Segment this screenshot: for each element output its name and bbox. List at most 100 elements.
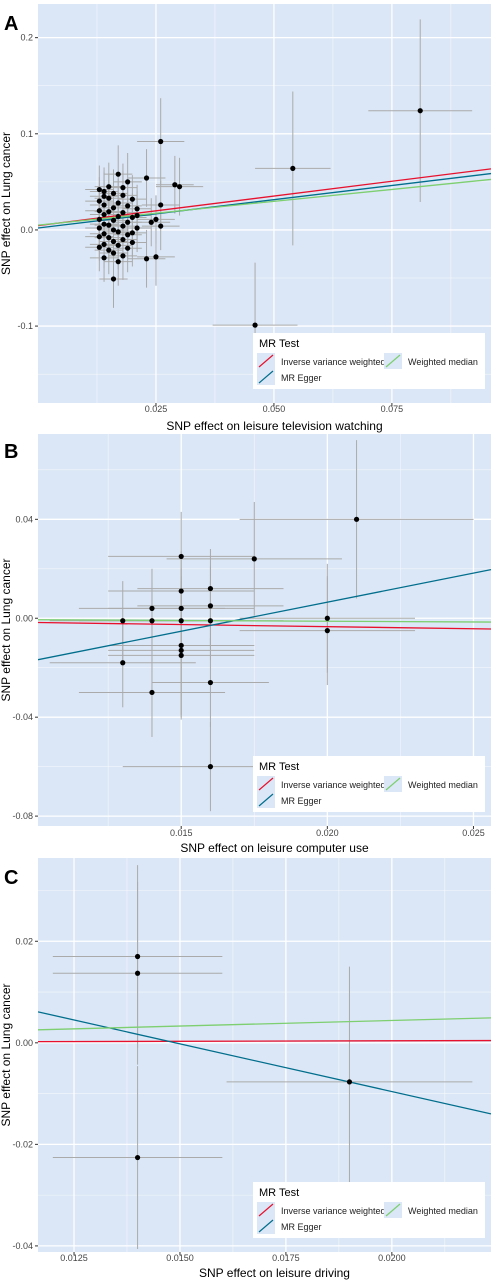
data-point [106, 247, 112, 253]
legend-key-line [258, 777, 274, 791]
data-point [120, 210, 126, 216]
y-tick-label: 0.02 [15, 936, 33, 946]
regression-line-egger [38, 1011, 491, 1115]
legend-key-line [258, 1203, 274, 1217]
data-point [149, 689, 155, 696]
data-point [101, 241, 107, 247]
y-axis-label: SNP effect on Lung cancer [0, 559, 13, 702]
data-point [110, 227, 117, 233]
data-point [115, 213, 121, 220]
data-point [96, 208, 102, 214]
data-point [346, 1079, 353, 1085]
legend-label-ivw: Inverse variance weighted [281, 357, 386, 367]
data-point [134, 953, 141, 960]
legend-box [253, 756, 485, 812]
panel-letter: C [4, 867, 18, 889]
legend-title: MR Test [259, 338, 299, 350]
legend-key-line [258, 1219, 274, 1233]
data-point [96, 186, 102, 193]
legend-label-wmedian: Weighted median [408, 357, 478, 367]
data-point [125, 203, 131, 209]
data-point [125, 232, 131, 238]
data-point [153, 216, 159, 222]
data-point [178, 647, 184, 654]
data-point [207, 585, 214, 592]
data-point [101, 221, 107, 227]
data-point [353, 516, 360, 522]
data-point [149, 605, 155, 611]
data-point [153, 254, 159, 260]
data-point [110, 190, 117, 197]
data-point [120, 223, 126, 229]
legend-label-egger: MR Egger [281, 1222, 322, 1232]
y-tick-label: -0.1 [17, 321, 33, 331]
data-point [110, 217, 117, 223]
data-point [149, 618, 155, 624]
data-point [96, 244, 102, 250]
data-point [115, 229, 121, 235]
data-point [178, 652, 184, 658]
data-point [178, 618, 184, 624]
data-point [178, 605, 184, 611]
data-point [158, 202, 164, 208]
plot-area [38, 4, 491, 403]
legend-key-line [385, 1203, 401, 1217]
data-point [110, 238, 117, 245]
y-tick-label: -0.04 [12, 712, 33, 722]
data-point [252, 322, 258, 328]
legend-label-egger: MR Egger [281, 796, 322, 806]
data-point [129, 239, 135, 246]
x-axis-label: SNP effect on leisure driving [199, 1266, 350, 1280]
legend-key-line [258, 370, 274, 384]
data-point [176, 184, 183, 190]
y-tick-label: -0.04 [12, 1241, 33, 1251]
data-point [120, 236, 126, 243]
y-tick-label: 0.2 [20, 33, 33, 43]
data-point [101, 255, 107, 261]
y-tick-label: -0.02 [12, 1139, 33, 1149]
data-point [96, 225, 102, 231]
panel-c: C 0.0125 0.0150 0.0175 0.0200 -0.04 -0.02 0.00 0… [0, 858, 491, 1280]
x-tick-label: 0.020 [316, 828, 339, 838]
data-point [207, 679, 214, 686]
data-point [148, 219, 154, 225]
y-tick-label: 0.0 [20, 225, 33, 235]
data-point [134, 225, 140, 231]
data-point [178, 553, 184, 560]
data-point [290, 165, 296, 172]
data-point [251, 556, 257, 562]
panel-b: B 0.015 0.020 0.025 -0.08 -0.04 0.00 0.04 SNP ef… [0, 434, 491, 855]
x-tick-label: 0.0175 [272, 1253, 300, 1263]
data-point [129, 230, 135, 236]
data-point [115, 242, 121, 248]
x-tick-label: 0.015 [170, 828, 193, 838]
data-point [101, 231, 107, 237]
legend-label-ivw: Inverse variance weighted [281, 1206, 386, 1216]
data-point [324, 628, 330, 634]
data-point [110, 250, 117, 256]
data-point [134, 1154, 141, 1161]
legend-key-line [258, 354, 274, 368]
data-point [134, 970, 141, 976]
data-point [129, 196, 135, 202]
data-point [143, 256, 150, 262]
data-point [207, 764, 214, 770]
data-point [134, 206, 140, 212]
data-point [106, 184, 112, 190]
data-point [120, 618, 126, 624]
data-point [120, 253, 126, 259]
data-point [158, 223, 164, 229]
data-point [207, 618, 214, 624]
data-point [125, 219, 131, 225]
regression-line-wmedian [38, 1017, 491, 1031]
data-point [120, 185, 126, 191]
regression-line-ivw [38, 621, 491, 630]
panel-a: A 0.025 0.050 0.075 -0.1 0.0 0.1 0.2 SNP effect … [0, 4, 491, 433]
legend-label-wmedian: Weighted median [408, 1206, 478, 1216]
data-point [158, 138, 164, 145]
x-tick-label: 0.0125 [60, 1253, 88, 1263]
legend: MR Test Inverse variance weighted Weighted… [253, 1182, 485, 1238]
panel-letter: A [4, 13, 18, 35]
data-point [172, 182, 178, 188]
